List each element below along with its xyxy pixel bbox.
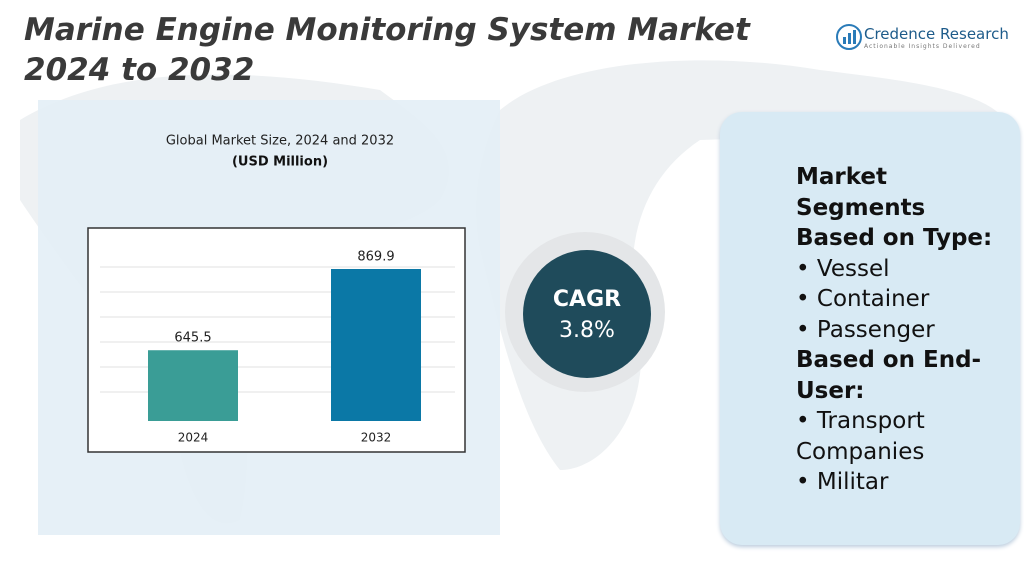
segment-item: Transport Companies — [796, 406, 1018, 467]
value-label: 645.5 — [174, 331, 211, 346]
x-tick-label: 2024 — [178, 431, 209, 445]
segments: Market Segments Based on Type: VesselConta… — [796, 162, 1018, 498]
segment-item: Vessel — [796, 254, 1018, 285]
segment-item: Passenger — [796, 315, 1018, 346]
page-title: Marine Engine Monitoring System Market 2… — [24, 12, 750, 88]
group-title: Based on Type: — [796, 225, 993, 251]
cagr-value: 3.8% — [559, 318, 615, 343]
value-label: 869.9 — [357, 249, 394, 264]
chart-title: Global Market Size, 2024 and 2032 — [166, 134, 394, 149]
segment-item: Militar — [796, 467, 1018, 498]
cagr-label: CAGR — [553, 287, 621, 312]
x-tick-label: 2032 — [361, 431, 392, 445]
segments-heading: Market Segments — [796, 164, 926, 221]
logo-name: Credence Research — [864, 25, 1009, 43]
segments-panel: Market Segments Based on Type: VesselConta… — [720, 112, 1020, 545]
cagr-circle — [523, 250, 651, 378]
bar — [331, 268, 421, 421]
logo-icon — [836, 24, 862, 50]
bar — [148, 350, 238, 421]
segment-item: Container — [796, 284, 1018, 315]
group-title: Based on End-User: — [796, 347, 982, 404]
chart-subtitle: (USD Million) — [232, 155, 328, 170]
logo-tagline: Actionable Insights Delivered — [864, 43, 981, 50]
